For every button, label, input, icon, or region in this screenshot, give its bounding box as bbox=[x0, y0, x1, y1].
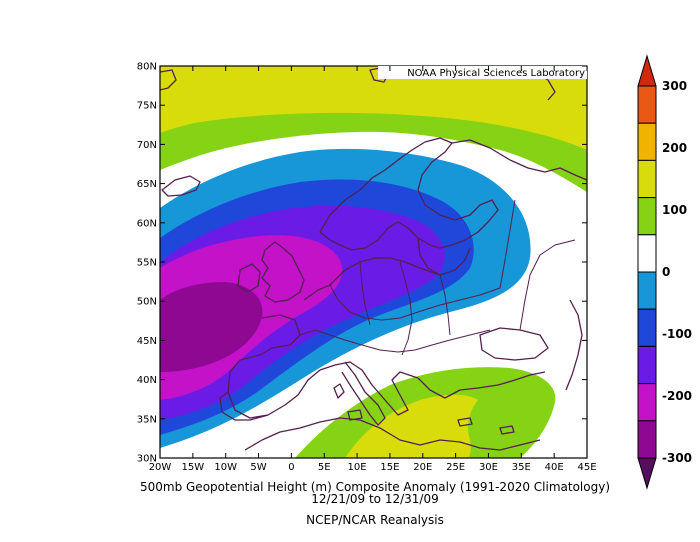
colorbar-label: 300 bbox=[662, 79, 687, 93]
lon-tick-label: 20W bbox=[149, 462, 172, 473]
lat-tick-label: 30N bbox=[137, 454, 157, 465]
lon-tick-label: 10E bbox=[348, 462, 367, 473]
colorbar-label: 0 bbox=[662, 265, 670, 279]
lat-tick-label: 35N bbox=[137, 414, 157, 425]
colorbar: 300 200 100 0 -100 -200 -300 bbox=[637, 54, 692, 490]
colorbar-label: -200 bbox=[662, 389, 692, 403]
colorbar-over-triangle bbox=[637, 54, 657, 87]
lon-tick-label: 35E bbox=[512, 462, 531, 473]
colorbar-segment bbox=[637, 85, 657, 124]
lon-tick-label: 45E bbox=[577, 462, 596, 473]
credit-text: NOAA Physical Sciences Laboratory bbox=[407, 68, 585, 79]
colorbar-segment bbox=[637, 234, 657, 273]
neg-band-250 bbox=[160, 282, 263, 372]
credit-box bbox=[378, 66, 587, 79]
lat-tick-label: 70N bbox=[137, 140, 157, 151]
great-britain-coast bbox=[261, 241, 305, 303]
latitude-axis: 80N 75N 70N 65N 60N 55N 50N 45N 40N 35N 30N bbox=[137, 62, 587, 465]
lon-tick-label: 20E bbox=[413, 462, 432, 473]
border-lines bbox=[299, 199, 576, 356]
lat-tick-label: 45N bbox=[137, 336, 157, 347]
colorbar-label: -100 bbox=[662, 327, 692, 341]
colorbar-segment bbox=[637, 420, 657, 459]
colorbar-segment bbox=[637, 383, 657, 422]
colorbar-label: 100 bbox=[662, 203, 687, 217]
lon-tick-label: 0 bbox=[288, 462, 294, 473]
mediterranean-islands bbox=[333, 383, 515, 435]
lon-tick-label: 15W bbox=[182, 462, 205, 473]
finland-russia-coast bbox=[451, 139, 587, 181]
pos-band-100-north bbox=[160, 66, 587, 150]
lon-tick-label: 15E bbox=[380, 462, 399, 473]
lat-tick-label: 55N bbox=[137, 258, 157, 269]
colorbar-segment bbox=[637, 345, 657, 385]
coastlines bbox=[160, 67, 587, 451]
lon-tick-label: 30E bbox=[479, 462, 498, 473]
caption-source: NCEP/NCAR Reanalysis bbox=[306, 513, 444, 527]
colorbar-label: -300 bbox=[662, 451, 692, 465]
lat-tick-label: 40N bbox=[137, 375, 157, 386]
longitude-axis: 20W 15W 10W 5W 0 5E 10E 15E 20E 25E 30E 35E 40E 45E bbox=[149, 66, 597, 473]
colorbar-under-triangle bbox=[637, 457, 657, 490]
colorbar-segment bbox=[637, 197, 657, 236]
north-africa-coast bbox=[244, 417, 541, 451]
lat-tick-label: 50N bbox=[137, 297, 157, 308]
scandinavia-coast bbox=[319, 137, 499, 251]
continent-coast bbox=[227, 257, 546, 419]
lat-tick-label: 80N bbox=[137, 62, 157, 73]
lat-tick-label: 65N bbox=[137, 179, 157, 190]
colorbar-label: 200 bbox=[662, 141, 687, 155]
lat-tick-label: 60N bbox=[137, 218, 157, 229]
greenland-coast bbox=[160, 69, 177, 91]
lat-tick-label: 75N bbox=[137, 101, 157, 112]
lon-tick-label: 40E bbox=[545, 462, 564, 473]
caption-title: 500mb Geopotential Height (m) Composite … bbox=[139, 480, 610, 494]
caspian-coast bbox=[565, 299, 583, 391]
italy-coast bbox=[341, 361, 386, 426]
black-sea-coast bbox=[479, 327, 549, 361]
colorbar-segment bbox=[637, 271, 657, 310]
colorbar-segment bbox=[637, 122, 657, 161]
lon-tick-label: 5E bbox=[318, 462, 331, 473]
lon-tick-label: 5W bbox=[250, 462, 266, 473]
iceland-coast bbox=[161, 175, 201, 197]
pos-band-100-south bbox=[345, 394, 478, 458]
anomaly-field bbox=[160, 66, 587, 458]
colorbar-segment bbox=[637, 159, 657, 199]
ireland-coast bbox=[237, 263, 261, 293]
caption-dates: 12/21/09 to 12/31/09 bbox=[311, 492, 439, 506]
iberia-coast bbox=[219, 391, 269, 421]
lon-tick-label: 10W bbox=[214, 462, 237, 473]
colorbar-segment bbox=[637, 308, 657, 347]
lon-tick-label: 25E bbox=[446, 462, 465, 473]
